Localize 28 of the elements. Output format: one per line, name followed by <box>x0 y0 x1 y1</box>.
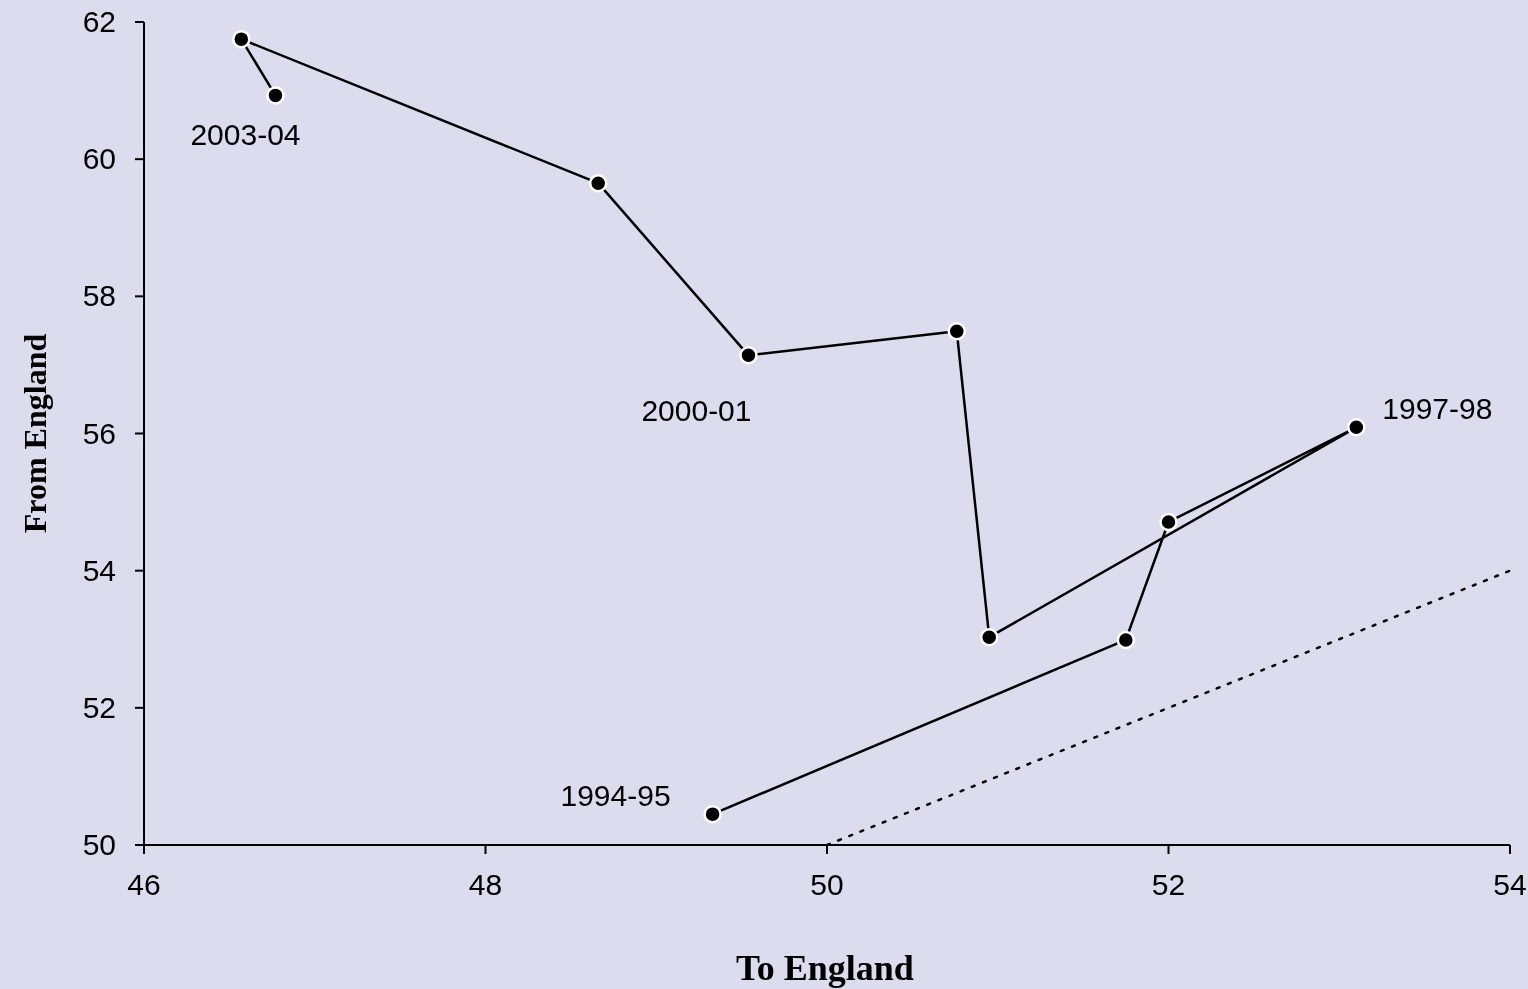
x-tick-label: 50 <box>810 868 844 901</box>
point <box>703 804 722 824</box>
annotation: 2000-01 <box>641 394 752 428</box>
y-tick-label: 62 <box>82 5 116 38</box>
point <box>232 29 251 49</box>
x-axis-title: To England <box>736 948 914 988</box>
point <box>1116 630 1136 650</box>
y-tick-label: 52 <box>82 690 116 724</box>
annotation: 1997-98 <box>1382 392 1493 426</box>
y-tick-label: 56 <box>82 416 116 450</box>
x-tick-label: 48 <box>468 868 503 901</box>
y-tick-label: 50 <box>82 828 116 861</box>
point <box>266 86 285 105</box>
x-tick-label: 52 <box>1151 868 1186 901</box>
y-tick-label: 54 <box>82 553 116 587</box>
point <box>947 322 967 341</box>
annotation: 2003-04 <box>190 118 301 152</box>
point <box>979 627 999 647</box>
y-tick-label: 60 <box>82 142 116 176</box>
point <box>1347 418 1366 437</box>
point <box>588 173 608 193</box>
point <box>739 346 758 365</box>
x-tick-label: 46 <box>127 868 161 901</box>
x-tick-label: 54 <box>1493 868 1527 901</box>
y-tick-label: 58 <box>82 279 116 313</box>
y-axis-title: From England <box>17 333 53 534</box>
annotation: 1994-95 <box>560 779 671 813</box>
point <box>1159 512 1178 532</box>
